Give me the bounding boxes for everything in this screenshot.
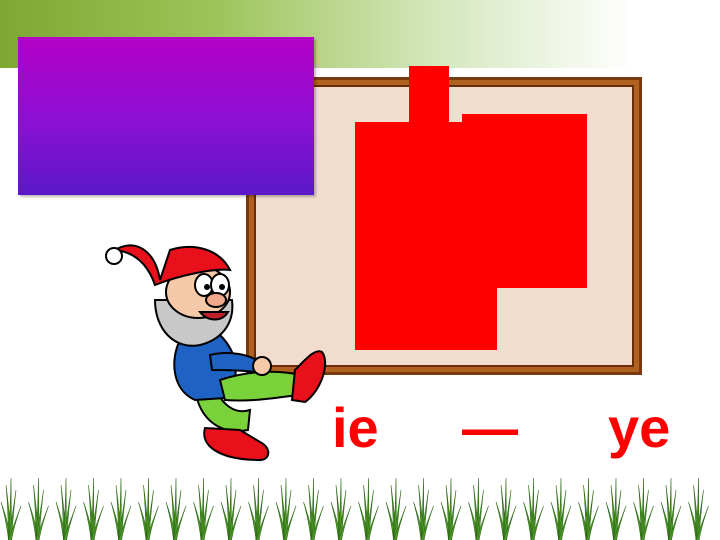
character-block-right [462, 114, 587, 288]
syllable-ie: ie [332, 396, 379, 459]
syllable-ye: ye [608, 396, 671, 459]
title-panel [18, 37, 314, 195]
grass-strip [0, 477, 709, 540]
character-block-top [409, 66, 449, 126]
syllable-dash: — [462, 396, 518, 459]
gnome-mascot [105, 244, 327, 462]
